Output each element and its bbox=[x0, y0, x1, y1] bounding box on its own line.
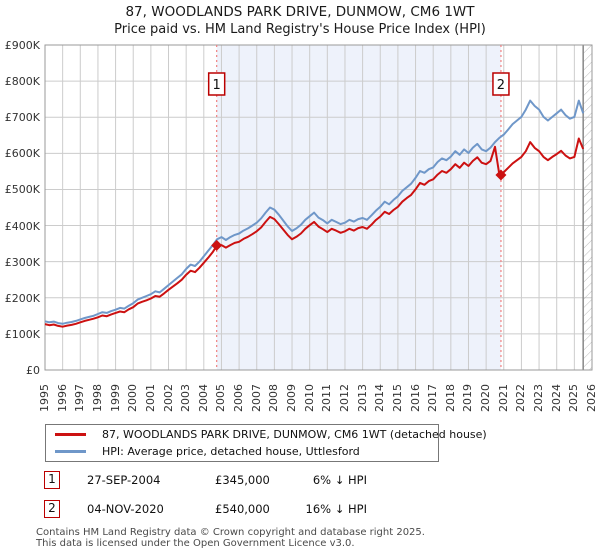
chart-subtitle: Price paid vs. HM Land Registry's House … bbox=[114, 22, 486, 37]
plot-border bbox=[44, 44, 593, 371]
x-tick-label: 2006 bbox=[232, 384, 246, 412]
y-tick-label: £100K bbox=[4, 327, 40, 341]
x-tick-label: 2019 bbox=[461, 384, 475, 412]
legend-item-hpi: HPI: Average price, detached house, Uttl… bbox=[55, 445, 438, 458]
x-tick-label: 2022 bbox=[514, 384, 528, 412]
price-paid-line bbox=[44, 137, 585, 328]
chart-title: 87, WOODLANDS PARK DRIVE, DUNMOW, CM6 1W… bbox=[125, 4, 475, 20]
x-tick-label: 2012 bbox=[337, 384, 351, 412]
x-tick-label: 2020 bbox=[479, 384, 493, 412]
x-tick-label: 2010 bbox=[302, 384, 316, 412]
chart-legend: 87, WOODLANDS PARK DRIVE, DUNMOW, CM6 1W… bbox=[45, 424, 487, 462]
legend-item-price: 87, WOODLANDS PARK DRIVE, DUNMOW, CM6 1W… bbox=[55, 428, 487, 441]
y-tick-label: £600K bbox=[4, 147, 40, 161]
x-tick-label: 2003 bbox=[179, 384, 193, 412]
x-tick-label: 2015 bbox=[390, 384, 404, 412]
x-tick-label: 2025 bbox=[567, 384, 581, 412]
copyright-line: Contains HM Land Registry data © Crown c… bbox=[36, 527, 425, 538]
hpi-line-swatch bbox=[55, 449, 86, 453]
sale-1-price: £345,000 bbox=[215, 473, 270, 487]
sale-marker-diamond bbox=[495, 169, 507, 181]
hpi-line bbox=[44, 99, 585, 325]
y-tick-label: £200K bbox=[4, 291, 40, 305]
legend-label-hpi: HPI: Average price, detached house, Uttl… bbox=[102, 444, 360, 458]
x-tick-label: 2024 bbox=[549, 384, 563, 412]
x-tick-label: 2008 bbox=[267, 384, 281, 412]
sale-2-hpi-delta: 16% ↓ HPI bbox=[305, 502, 367, 516]
y-tick-label: £900K bbox=[4, 39, 40, 52]
x-tick-label: 2002 bbox=[161, 384, 175, 412]
x-tick-label: 2014 bbox=[373, 384, 387, 412]
x-tick-label: 1995 bbox=[38, 384, 51, 412]
sale-flag-number: 2 bbox=[497, 78, 505, 93]
y-tick-label: £500K bbox=[4, 183, 40, 197]
x-tick-label: 2023 bbox=[532, 384, 546, 412]
sale-marker-diamond bbox=[211, 239, 223, 251]
y-tick-label: £0 bbox=[26, 364, 40, 377]
x-tick-label: 1997 bbox=[73, 384, 87, 412]
sale-2-price: £540,000 bbox=[215, 502, 270, 516]
y-tick-label: £700K bbox=[4, 111, 40, 125]
y-tick-label: £300K bbox=[4, 255, 40, 269]
sale-flag-box bbox=[207, 72, 226, 96]
sale-1-hpi-delta: 6% ↓ HPI bbox=[312, 473, 367, 487]
x-tick-label: 2001 bbox=[143, 384, 157, 412]
sale-1-number-badge: 1 bbox=[44, 471, 60, 489]
x-tick-label: 2021 bbox=[496, 384, 510, 412]
sale-2-date: 04-NOV-2020 bbox=[87, 502, 164, 516]
y-tick-label: £400K bbox=[4, 219, 40, 233]
x-tick-label: 1996 bbox=[55, 384, 69, 412]
sale-2-number-badge: 2 bbox=[44, 500, 60, 518]
sale-1-date: 27-SEP-2004 bbox=[87, 473, 161, 487]
licence-line: This data is licensed under the Open Gov… bbox=[36, 538, 355, 549]
x-tick-label: 2013 bbox=[355, 384, 369, 412]
sale-flag-box bbox=[492, 72, 510, 96]
x-tick-label: 2000 bbox=[126, 384, 140, 412]
sale-flag-number: 1 bbox=[213, 78, 221, 93]
y-tick-label: £800K bbox=[4, 75, 40, 89]
x-tick-label: 2004 bbox=[196, 384, 210, 412]
x-tick-label: 2026 bbox=[585, 384, 598, 412]
x-tick-label: 1999 bbox=[108, 384, 122, 412]
x-tick-label: 2016 bbox=[408, 384, 422, 412]
x-tick-label: 2017 bbox=[426, 384, 440, 412]
future-hatch-region bbox=[583, 45, 592, 370]
x-tick-label: 2018 bbox=[443, 384, 457, 412]
price-line-swatch bbox=[55, 433, 86, 437]
legend-label-price: 87, WOODLANDS PARK DRIVE, DUNMOW, CM6 1W… bbox=[102, 428, 487, 442]
x-tick-label: 2007 bbox=[249, 384, 263, 412]
x-tick-label: 2005 bbox=[214, 384, 228, 412]
ownership-period-band bbox=[216, 45, 501, 370]
x-tick-label: 2011 bbox=[320, 384, 334, 412]
x-tick-label: 1998 bbox=[90, 384, 104, 412]
x-tick-label: 2009 bbox=[285, 384, 299, 412]
